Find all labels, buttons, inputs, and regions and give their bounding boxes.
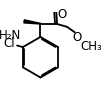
Polygon shape [24,20,41,24]
Text: O: O [72,31,82,44]
Text: O: O [57,8,66,21]
Text: Cl: Cl [3,37,15,50]
Text: H₂N: H₂N [0,29,21,42]
Text: CH₃: CH₃ [81,40,101,53]
